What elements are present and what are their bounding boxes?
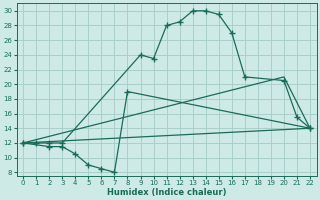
X-axis label: Humidex (Indice chaleur): Humidex (Indice chaleur)	[107, 188, 226, 197]
